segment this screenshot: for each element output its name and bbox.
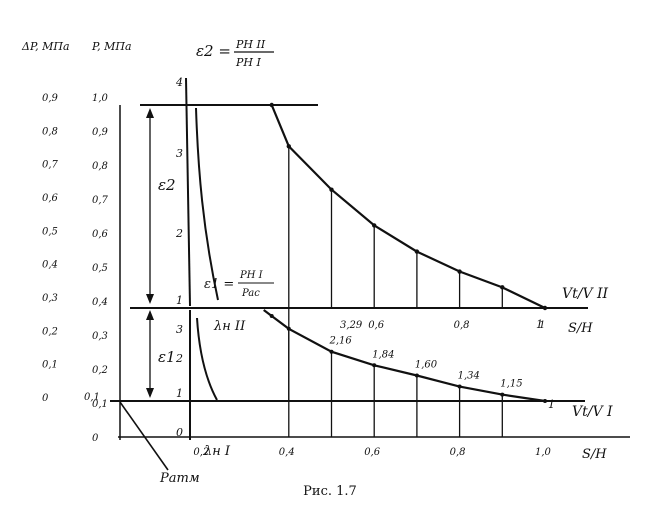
eps2-header-lhs: ε2 = <box>196 42 231 60</box>
upper-eps-tick-label: 1 <box>176 294 183 307</box>
lambda-lower-label: λн I <box>203 444 231 459</box>
lower-x-tick-label: 0,2 <box>193 447 209 458</box>
p-tick-label: 0,5 <box>92 263 108 274</box>
lower-x-label: S/H <box>582 447 607 462</box>
p-tick-label: 0 <box>92 433 99 444</box>
p-tick-label: 0,1 <box>92 399 108 410</box>
upper-x-tick-label: 0,6 <box>368 320 385 331</box>
lower-curve-point <box>543 399 547 403</box>
eps1-formula-den: Pac <box>241 288 260 299</box>
lambda-upper-curve <box>195 107 219 301</box>
upper-point-label: 3,29 <box>340 320 363 331</box>
lower-x-tick-label: 0,6 <box>364 447 381 458</box>
eps1-arrow-up <box>146 310 154 320</box>
eps1-formula-num: PH I <box>239 270 264 281</box>
lower-point-labels: 2,16 1,84 1,60 1,34 1,15 <box>329 336 523 390</box>
upper-curve-point <box>269 102 274 108</box>
lower-eps-ticks: 3 2 1 0 <box>175 323 183 439</box>
p-tick-label: 0,3 <box>92 331 108 342</box>
upper-curve <box>269 102 548 311</box>
eps2-arrow-up <box>146 108 154 118</box>
lower-point-label: 1,34 <box>458 371 480 382</box>
upper-x-tick-label: 0,8 <box>454 320 470 331</box>
eps1-bracket-label: ε1 <box>158 348 176 366</box>
lower-x-ticks: 0,2 0,4 0,6 0,8 1,0 <box>193 447 551 458</box>
eps2-arrow-down <box>146 294 154 304</box>
upper-y-axis <box>185 77 191 307</box>
p-atm-pointer <box>119 401 169 471</box>
upper-curve-point <box>542 305 548 311</box>
p-extra-label: 0,1 <box>84 392 100 403</box>
p-atm-label: Pатм <box>159 471 200 486</box>
lower-x-tick-label: 1,0 <box>535 447 552 458</box>
dp-axis-label: ΔP, МПа <box>21 40 70 53</box>
lower-v-label: Vt/V I <box>572 404 613 420</box>
lower-x-tick-label: 0,4 <box>279 447 295 458</box>
lower-point-label: 1,15 <box>500 379 522 390</box>
dp-tick-label: 0,8 <box>42 126 58 137</box>
p-axis-ticks: 1,0 0,9 0,8 0,7 0,6 0,5 0,4 0,3 0,2 0,1 0 <box>92 93 109 444</box>
lower-eps-tick-label: 1 <box>176 387 183 400</box>
lower-point-label: 1,84 <box>372 349 394 360</box>
upper-v-label: Vt/V II <box>562 286 609 302</box>
upper-eps-ticks: 4 3 2 1 <box>175 76 183 307</box>
lower-eps-tick-label: 2 <box>175 352 183 365</box>
upper-eps-tick-label: 2 <box>175 227 183 240</box>
dp-tick-label: 0,1 <box>42 360 58 371</box>
dp-tick-label: 0,9 <box>42 93 59 104</box>
eps2-header-den: PH I <box>235 56 261 69</box>
vertical-lines <box>288 146 503 437</box>
dp-tick-label: 0,2 <box>42 326 58 337</box>
lower-point-label: 2,16 <box>329 336 353 347</box>
eps2-bracket-label: ε2 <box>158 176 176 194</box>
p-tick-label: 0,6 <box>92 229 109 240</box>
p-tick-label: 1,0 <box>92 93 109 104</box>
lower-eps-tick-label: 3 <box>176 323 183 336</box>
upper-end-label: 1 <box>536 318 543 331</box>
upper-curve-line <box>270 104 546 309</box>
lower-curve-point <box>269 314 274 318</box>
p-tick-label: 0,7 <box>92 195 109 206</box>
dp-tick-label: 0,3 <box>42 293 58 304</box>
p-tick-label: 0,2 <box>92 365 108 376</box>
dp-tick-label: 0,5 <box>42 226 58 237</box>
upper-x-ticks: 0,6 0,8 1 <box>368 320 545 331</box>
lower-point-label: 1,60 <box>415 360 438 371</box>
dp-tick-label: 0,6 <box>42 193 59 204</box>
p-tick-label: 0,9 <box>92 127 109 138</box>
lower-end-label: 1 <box>548 398 555 411</box>
upper-eps-tick-label: 3 <box>176 147 183 160</box>
eps1-arrow-down <box>146 388 154 398</box>
p-tick-label: 0,4 <box>92 297 108 308</box>
lambda-upper-label: λн II <box>213 319 246 334</box>
eps1-formula-lhs: ε1 = <box>204 277 234 292</box>
dp-tick-label: 0 <box>42 393 49 404</box>
p-axis-label: P, МПа <box>91 40 132 53</box>
eps2-header-num: PH II <box>235 38 266 51</box>
upper-curve-point <box>500 285 505 290</box>
upper-x-label: S/H <box>568 321 593 336</box>
p-tick-label: 0,8 <box>92 161 108 172</box>
lower-x-tick-label: 0,8 <box>450 447 466 458</box>
upper-eps-tick-label: 4 <box>175 76 183 89</box>
dp-tick-label: 0,4 <box>42 260 58 271</box>
upper-x-tick-label: 1 <box>539 320 545 331</box>
figure-caption: Рис. 1.7 <box>303 484 357 499</box>
lower-eps-tick-label: 0 <box>176 426 183 439</box>
dp-tick-label: 0,7 <box>42 160 59 171</box>
lambda-lower-curve <box>196 317 218 401</box>
dp-axis-ticks: 0,9 0,8 0,7 0,6 0,5 0,4 0,3 0,2 0,1 0 <box>42 93 59 404</box>
